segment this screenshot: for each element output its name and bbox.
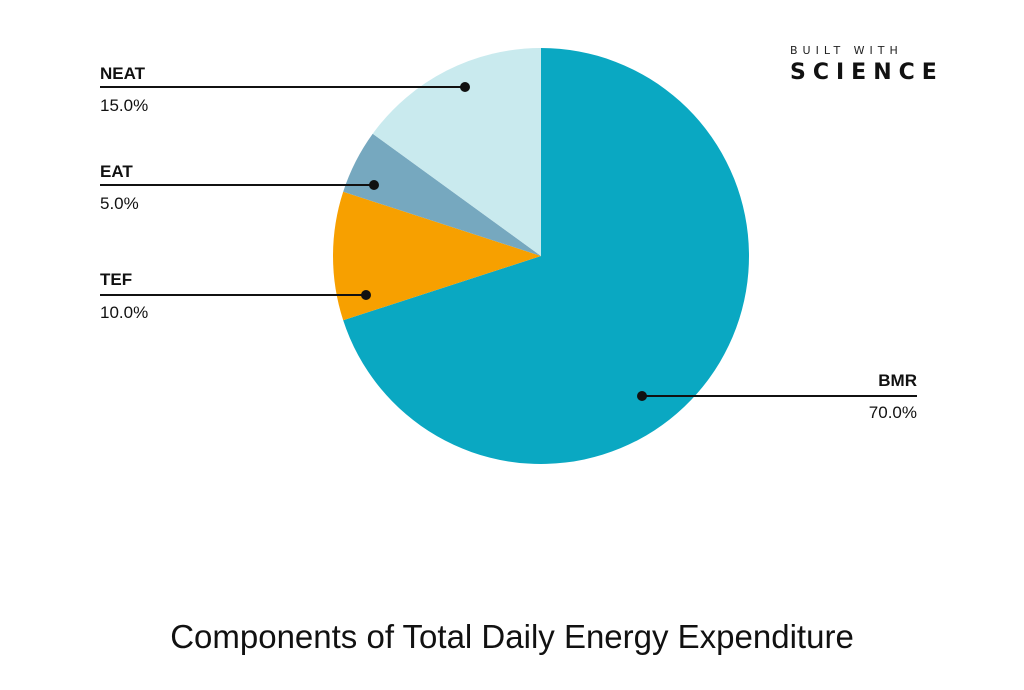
slice-value-bmr: 70.0% [869, 403, 917, 422]
leader-dot-eat [369, 180, 379, 190]
slice-label-bmr: BMR [878, 371, 917, 390]
slice-label-tef: TEF [100, 270, 132, 289]
slice-value-tef: 10.0% [100, 303, 148, 322]
pie-slice-neat [372, 48, 541, 256]
slice-label-eat: EAT [100, 162, 133, 181]
pie-slice-bmr [343, 48, 749, 465]
leader-dot-tef [361, 290, 371, 300]
slice-value-neat: 15.0% [100, 96, 148, 115]
brand-logo-line2: SCIENCE [790, 60, 944, 85]
leader-dot-neat [460, 82, 470, 92]
chart-title: Components of Total Daily Energy Expendi… [170, 618, 854, 655]
pie-chart: BMR 70.0% TEF 10.0% EAT 5.0% NEAT 15.0% [100, 48, 917, 465]
slice-value-eat: 5.0% [100, 194, 139, 213]
pie-slice-tef [333, 191, 541, 321]
leader-dot-bmr [637, 391, 647, 401]
pie-slice-eat [343, 133, 541, 256]
brand-logo: BUILT WITH SCIENCE [790, 44, 960, 85]
brand-logo-line1: BUILT WITH [790, 44, 903, 57]
slice-label-neat: NEAT [100, 64, 146, 83]
